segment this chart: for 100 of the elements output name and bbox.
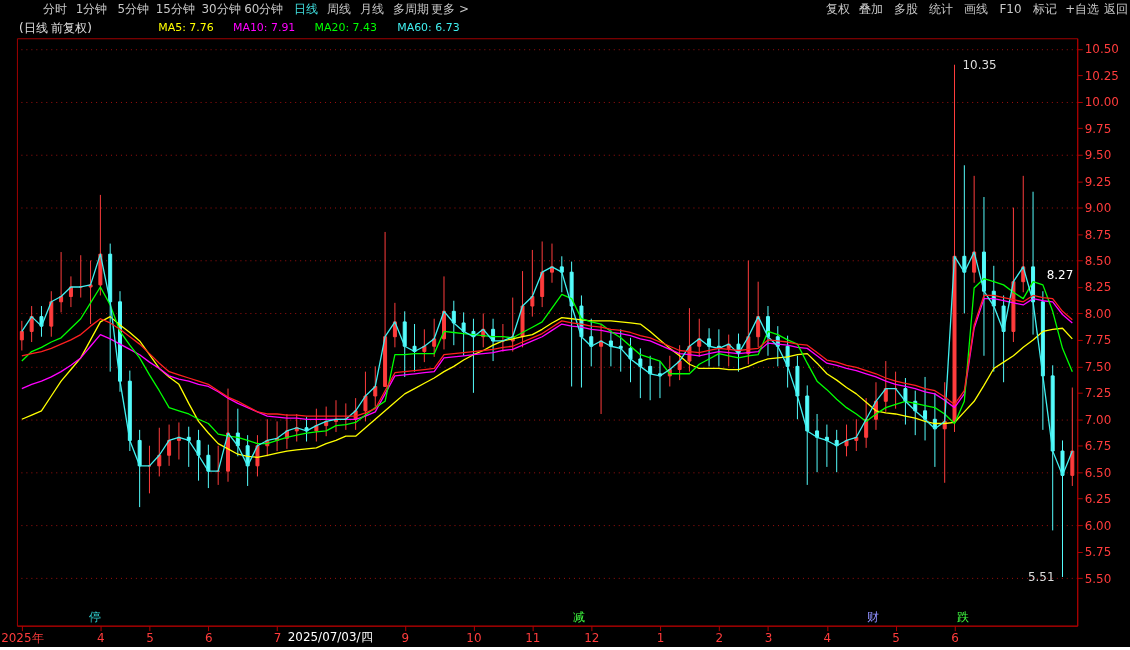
- candlestick: [432, 318, 437, 358]
- candlestick: [549, 243, 554, 284]
- candlestick: [608, 329, 613, 367]
- x-tick-label: 7: [273, 631, 282, 646]
- candlestick: [451, 300, 456, 346]
- candlestick: [373, 365, 378, 408]
- y-tick-label: 6.50: [1084, 465, 1112, 480]
- y-tick-label: 8.50: [1084, 254, 1112, 268]
- text: 多周期: [393, 2, 430, 17]
- candlestick: [412, 323, 417, 373]
- y-tick-label: 8.00: [1084, 306, 1112, 321]
- x-tick-label: 4: [97, 631, 105, 646]
- y-tick-label: 5.75: [1084, 545, 1112, 560]
- candlestick: [589, 318, 594, 367]
- x-tick-label: 1: [656, 631, 665, 646]
- text: 5分钟: [117, 2, 150, 17]
- text: 日线: [293, 2, 318, 17]
- y-tick-label: 7.25: [1084, 386, 1112, 401]
- candlestick: [559, 255, 564, 293]
- annotation: 跌: [956, 609, 969, 624]
- text: 画线: [963, 2, 988, 17]
- x-tick-label: 6: [951, 631, 959, 646]
- x-tick-label: 4: [823, 631, 832, 646]
- candlestick: [196, 429, 201, 482]
- y-tick-label: 8.75: [1084, 227, 1112, 242]
- candlestick: [697, 318, 702, 358]
- candlestick: [461, 311, 466, 357]
- candlestick: [844, 424, 849, 457]
- annotation: 财: [867, 609, 880, 624]
- y-tick-label: 9.00: [1084, 201, 1112, 216]
- text: 月线: [360, 2, 385, 17]
- candlestick: [923, 376, 928, 441]
- x-tick-label: 5: [892, 631, 900, 646]
- text: 返回: [1104, 2, 1129, 17]
- text: F10: [999, 2, 1022, 17]
- candlestick: [304, 416, 309, 442]
- annotation: 8.27: [1046, 268, 1074, 283]
- candlestick: [726, 334, 731, 367]
- y-tick-label: 7.50: [1084, 359, 1112, 374]
- candlestick: [687, 307, 692, 373]
- text: 60分钟: [244, 2, 284, 17]
- x-tick-label: 3: [764, 631, 773, 646]
- text: 多股: [893, 2, 918, 17]
- candlestick: [903, 377, 908, 426]
- text: MA10: 7.91: [232, 21, 296, 35]
- text: 复权: [826, 2, 851, 17]
- text: 周线: [327, 2, 352, 17]
- x-tick-label: 5: [146, 631, 154, 646]
- candlestick: [314, 408, 319, 442]
- candlestick: [883, 360, 888, 413]
- text: MA20: 7.43: [314, 21, 377, 35]
- candlestick: [638, 347, 643, 399]
- candlestick: [422, 328, 427, 363]
- annotation: 减: [573, 609, 586, 624]
- candlestick: [657, 360, 662, 399]
- y-tick-label: 9.75: [1084, 121, 1112, 136]
- candlestick: [785, 335, 790, 389]
- candlestick: [363, 371, 368, 422]
- text: 叠加: [859, 2, 884, 17]
- text: MA60: 6.73: [397, 21, 460, 35]
- x-tick-label: 12: [584, 631, 600, 646]
- text: 分时: [42, 2, 67, 17]
- annotation: 5.51: [1027, 569, 1055, 584]
- text: 标记: [1032, 2, 1058, 17]
- y-tick-label: 6.75: [1084, 439, 1112, 454]
- candlestick: [19, 320, 24, 351]
- x-tick-label: 6: [205, 631, 213, 646]
- text: 1分钟: [75, 2, 108, 17]
- y-tick-label: 5.50: [1084, 571, 1112, 586]
- x-tick-label: 2: [715, 631, 724, 646]
- candlestick: [628, 337, 633, 383]
- x-tick-label: 10: [466, 631, 482, 646]
- y-tick-label: 10.00: [1084, 95, 1119, 110]
- x-tick-label: 9: [401, 631, 410, 646]
- text: 统计: [928, 2, 953, 17]
- y-tick-label: 10.25: [1084, 68, 1119, 83]
- line-series: [21, 251, 1073, 477]
- chart-title: (日线 前复权): [18, 21, 93, 36]
- text: 15分钟: [155, 2, 195, 17]
- annotation: 10.35: [962, 57, 997, 72]
- candlestick: [815, 413, 820, 473]
- annotation: 停: [88, 609, 101, 624]
- candlestick: [167, 424, 172, 467]
- y-tick-label: 9.25: [1084, 174, 1112, 189]
- text: +自选: [1065, 2, 1100, 17]
- y-tick-label: 7.75: [1084, 333, 1112, 348]
- candlestick: [707, 327, 712, 367]
- y-tick-label: 9.50: [1084, 148, 1112, 163]
- y-tick-label: 6.00: [1084, 518, 1112, 533]
- y-tick-label: 10.50: [1084, 42, 1119, 57]
- x-tick-label: 2025年: [1, 631, 44, 646]
- text: 30分钟: [201, 2, 241, 17]
- candlestick: [29, 305, 34, 343]
- y-tick-label: 8.25: [1084, 280, 1112, 295]
- text: 更多 >: [431, 2, 469, 17]
- y-tick-label: 6.25: [1084, 492, 1112, 507]
- candlestick: [88, 260, 93, 325]
- text: MA5: 7.76: [158, 21, 214, 35]
- x-tick-label: 11: [525, 631, 541, 646]
- candlestick: [599, 323, 604, 415]
